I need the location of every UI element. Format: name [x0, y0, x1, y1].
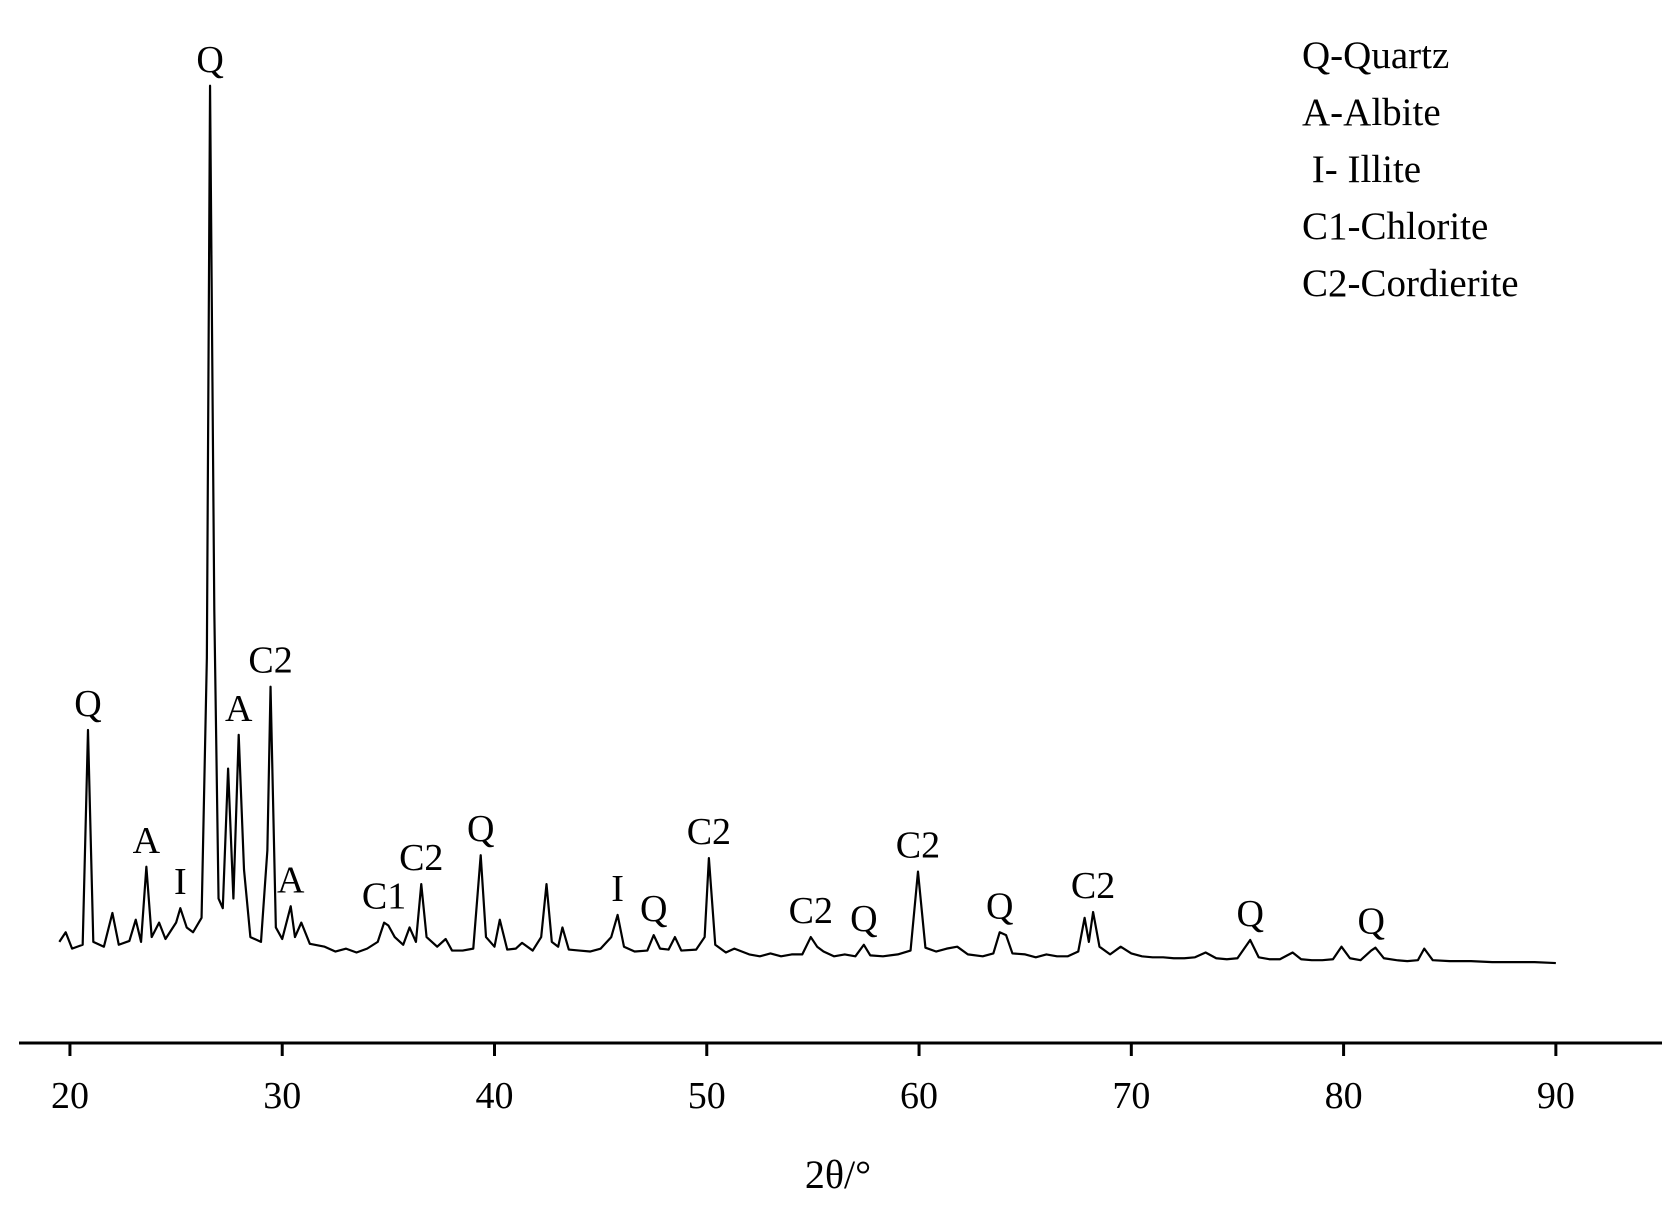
peak-label: Q [640, 888, 667, 930]
x-axis-title: 2θ/° [805, 1152, 871, 1197]
x-tick-label: 80 [1325, 1075, 1363, 1117]
peak-label: Q [1236, 893, 1263, 935]
legend-entry: A-Albite [1302, 91, 1441, 134]
peak-label: A [225, 688, 253, 730]
legend-entry: C1-Chlorite [1302, 205, 1488, 248]
x-tick-label: 30 [263, 1075, 301, 1117]
legend-entry: C2-Cordierite [1302, 262, 1519, 305]
peak-label: C2 [896, 825, 940, 867]
peak-label: I [174, 861, 187, 903]
peak-label: Q [986, 885, 1013, 927]
peak-label: C2 [248, 640, 292, 682]
peak-label: Q [467, 808, 494, 850]
peak-label: C2 [789, 890, 833, 932]
peak-label: C1 [362, 876, 406, 918]
legend-entry: I- Illite [1302, 148, 1421, 191]
peak-label: Q [74, 683, 101, 725]
xrd-line [58, 84, 1556, 965]
peak-label: C2 [399, 837, 443, 879]
x-tick-label: 70 [1112, 1075, 1150, 1117]
peak-label: I [611, 868, 624, 910]
peak-label: Q [196, 39, 223, 81]
x-tick-label: 40 [475, 1075, 513, 1117]
x-tick-label: 20 [51, 1075, 89, 1117]
x-tick-label: 60 [900, 1075, 938, 1117]
peak-label: Q [850, 898, 877, 940]
legend-entry: Q-Quartz [1302, 34, 1449, 77]
x-tick-label: 50 [688, 1075, 726, 1117]
peak-label: A [133, 820, 161, 862]
peak-label: A [277, 859, 305, 901]
peak-label: C2 [1071, 865, 1115, 907]
x-tick-label: 90 [1537, 1075, 1575, 1117]
peak-label: Q [1357, 901, 1384, 943]
peak-label: C2 [687, 811, 731, 853]
